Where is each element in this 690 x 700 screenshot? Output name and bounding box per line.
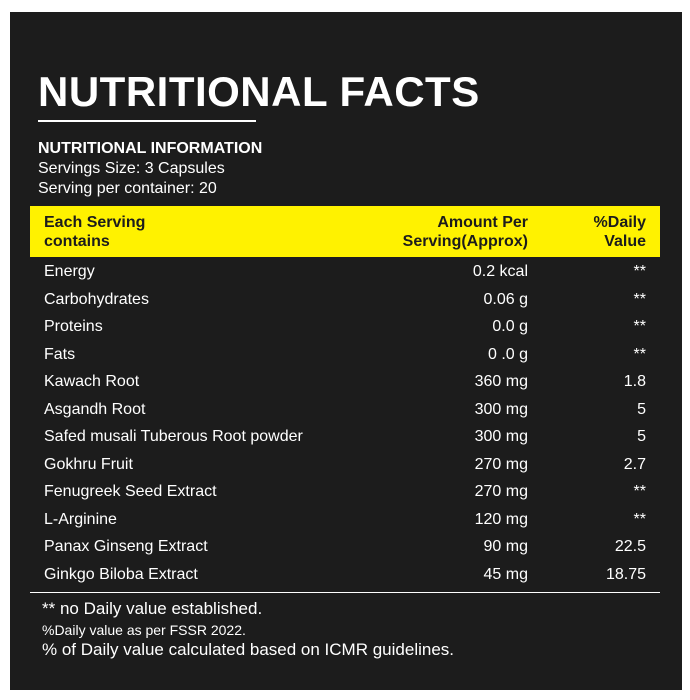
info-block: NUTRITIONAL INFORMATION Servings Size: 3… xyxy=(38,139,262,199)
table-body: Energy 0.2 kcal ** Carbohydrates 0.06 g ** Pro… xyxy=(30,260,660,590)
info-line: Serving per container: 20 xyxy=(38,180,217,197)
table-cell: 45 mg xyxy=(483,565,528,583)
table-cell: 0.2 kcal xyxy=(472,263,528,280)
table-cell: ** xyxy=(633,345,646,363)
table-cell: 270 mg xyxy=(474,455,528,473)
table-cell: 0 .0 g xyxy=(487,345,528,363)
table-cell: 270 mg xyxy=(474,483,528,500)
table-cell: Panax Ginseng Extract xyxy=(44,538,208,555)
note: ** no Daily value established. xyxy=(42,599,263,618)
note: %Daily value as per FSSR 2022. xyxy=(42,621,246,638)
table-cell: ** xyxy=(633,318,646,335)
table-cell: 0.06 g xyxy=(483,290,528,308)
info-line: Servings Size: 3 Capsules xyxy=(38,160,225,177)
table-header: Each Serving contains Amount Per Serving… xyxy=(30,206,660,257)
table-row: Panax Ginseng Extract 90 mg 22.5 xyxy=(30,535,660,563)
table-cell: Gokhru Fruit xyxy=(44,455,133,473)
notes: ** no Daily value established. %Daily val… xyxy=(42,599,454,661)
title: NUTRITIONAL FACTS xyxy=(38,68,480,115)
table-cell: ** xyxy=(633,510,646,528)
note: % of Daily value calculated based on ICM… xyxy=(42,640,455,659)
table-cell: Energy xyxy=(44,263,95,280)
table-cell: 90 mg xyxy=(483,538,528,555)
table-cell: Asgandh Root xyxy=(44,400,146,418)
table-cell: 22.5 xyxy=(614,538,646,555)
table-cell: 1.8 xyxy=(623,373,646,390)
title-underline xyxy=(38,120,256,122)
table-cell: Ginkgo Biloba Extract xyxy=(44,565,198,583)
table-row: Kawach Root 360 mg 1.8 xyxy=(30,370,660,398)
table-cell: 300 mg xyxy=(474,428,528,445)
table-row: Safed musali Tuberous Root powder 300 mg 5 xyxy=(30,425,660,453)
facts-panel: NUTRITIONAL FACTS NUTRITIONAL INFORMATIO… xyxy=(10,12,682,690)
table-cell: 0.0 g xyxy=(492,318,528,335)
table-row: L-Arginine 120 mg ** xyxy=(30,508,660,536)
table-cell: ** xyxy=(633,483,646,500)
table-row: Fenugreek Seed Extract 270 mg ** xyxy=(30,480,660,508)
table-cell: 300 mg xyxy=(474,400,528,418)
header-cell: %Daily Value xyxy=(593,214,646,250)
header-cell: Each Serving contains xyxy=(44,214,146,250)
table-cell: ** xyxy=(633,263,646,280)
table-cell: Fats xyxy=(44,345,76,363)
table-cell: 18.75 xyxy=(605,565,646,583)
table-cell: 360 mg xyxy=(474,373,528,390)
table-row: Fats 0 .0 g ** xyxy=(30,343,660,371)
info-heading: NUTRITIONAL INFORMATION xyxy=(38,140,263,157)
table-cell: Proteins xyxy=(44,318,103,335)
table-row: Gokhru Fruit 270 mg 2.7 xyxy=(30,453,660,481)
table-cell: L-Arginine xyxy=(44,510,117,528)
table-cell: Kawach Root xyxy=(44,373,140,390)
table-row: Proteins 0.0 g ** xyxy=(30,315,660,343)
table-row: Ginkgo Biloba Extract 45 mg 18.75 xyxy=(30,563,660,591)
divider xyxy=(30,592,660,593)
table-cell: 120 mg xyxy=(474,510,528,528)
table-cell: Fenugreek Seed Extract xyxy=(44,483,217,500)
table-cell: 2.7 xyxy=(623,455,646,473)
table-cell: 5 xyxy=(637,428,646,445)
table-cell: 5 xyxy=(637,400,646,418)
table-row: Carbohydrates 0.06 g ** xyxy=(30,288,660,316)
header-cell: Amount Per Serving(Approx) xyxy=(402,214,528,250)
table-cell: ** xyxy=(633,290,646,308)
table-cell: Carbohydrates xyxy=(44,290,149,308)
table-row: Energy 0.2 kcal ** xyxy=(30,260,660,288)
table-cell: Safed musali Tuberous Root powder xyxy=(44,428,303,445)
table-row: Asgandh Root 300 mg 5 xyxy=(30,398,660,426)
